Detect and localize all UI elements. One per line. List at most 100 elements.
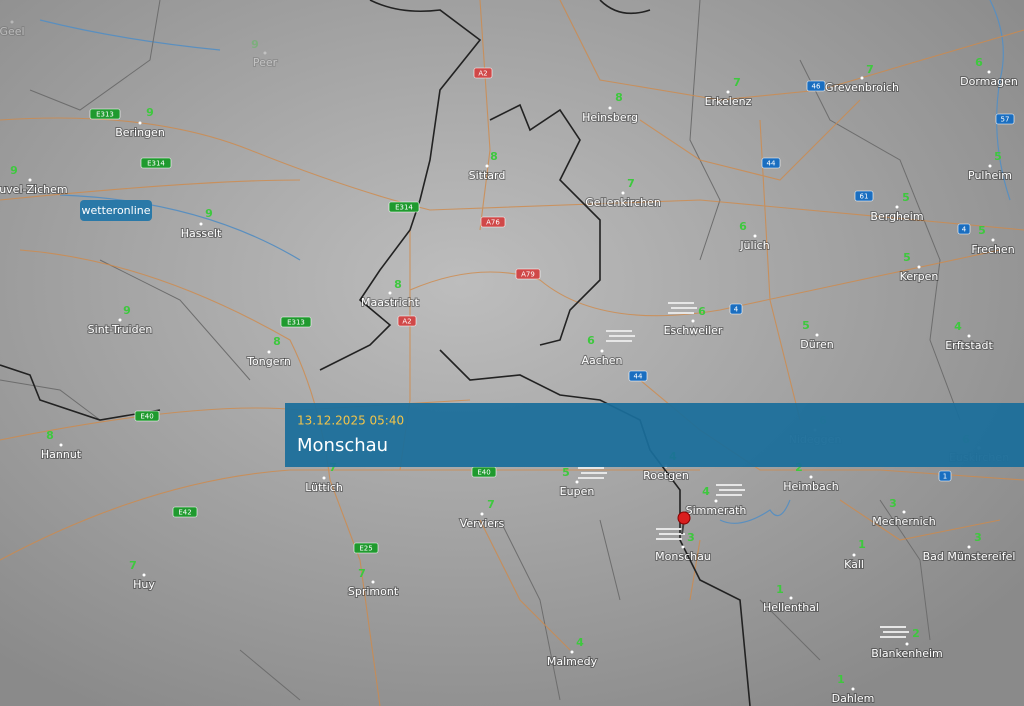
road-label: E40 — [140, 413, 153, 421]
road-badge — [854, 190, 874, 202]
place-dot — [485, 164, 489, 168]
fog-line — [656, 538, 682, 540]
road-label: 57 — [1001, 116, 1010, 124]
place-name: Dahlem — [832, 692, 875, 705]
place: Pulheim 5 — [967, 150, 1013, 183]
place-dot — [902, 510, 906, 514]
fog-line — [609, 335, 635, 337]
place-dot — [570, 650, 574, 654]
road-badge — [628, 370, 648, 382]
place: Hannut 8 — [40, 429, 83, 462]
place-name: Hannut — [41, 448, 82, 461]
fog-line — [719, 489, 745, 491]
place-name: Frechen — [971, 243, 1014, 256]
place: Beringen 9 — [114, 106, 166, 140]
place-value: 6 — [975, 56, 983, 69]
place: Mechernich 3 — [871, 497, 936, 529]
place-name: Sittard — [469, 169, 506, 182]
place: Sittard 8 — [468, 150, 507, 183]
fog-line — [606, 330, 632, 332]
place-name: Heimbach — [783, 480, 839, 493]
place-value: 8 — [273, 335, 281, 348]
place-dot — [608, 106, 612, 110]
road-badge — [134, 410, 160, 422]
place: Eschweiler 6 — [663, 305, 724, 338]
place-name: Beringen — [115, 126, 165, 139]
road-label: 44 — [767, 160, 776, 168]
place-name: Kerpen — [900, 270, 939, 283]
place-name: Düren — [800, 338, 833, 351]
place: Sint-Truiden 9 — [87, 304, 154, 337]
place: Monschau 3 — [654, 531, 712, 564]
place-name: Verviers — [460, 517, 505, 530]
place-value: 4 — [576, 636, 584, 649]
place-name: Monschau — [655, 550, 711, 563]
place-value: 8 — [615, 91, 623, 104]
place-name: Eupen — [560, 485, 595, 498]
banner-location: Monschau — [297, 435, 388, 456]
place-value: 2 — [912, 627, 920, 640]
road-badge — [938, 470, 952, 482]
banner-timestamp: 13.12.2025 05:40 — [297, 414, 404, 428]
place-name: euvel-Zichem — [0, 183, 68, 196]
place: Geel — [0, 20, 26, 39]
place-name: Sprimont — [348, 585, 399, 598]
location-pin — [677, 511, 691, 535]
place-name: Pulheim — [968, 169, 1012, 182]
place-dot — [967, 545, 971, 549]
place-value: 5 — [978, 224, 986, 237]
place: Bad Münstereifel 3 — [922, 531, 1017, 564]
place: Frechen 5 — [970, 224, 1015, 257]
place: Gellenkirchen 7 — [584, 177, 662, 210]
place-name: Gellenkirchen — [585, 196, 661, 209]
place-value: 7 — [487, 498, 495, 511]
place-dot — [753, 234, 757, 238]
road-label: E313 — [96, 111, 114, 119]
place-name: Lüttich — [305, 481, 343, 494]
place: Blankenheim 2 — [870, 627, 944, 661]
place-dot — [388, 291, 392, 295]
road-label: 4 — [734, 306, 739, 314]
place-dot — [28, 178, 32, 182]
road-labels: E313E314E314E313E40E40E42E25A2A76A79A246… — [89, 67, 1015, 554]
place: Dahlem 1 — [831, 673, 876, 706]
place-name: Kall — [844, 558, 864, 571]
road-badge — [729, 303, 743, 315]
place: Aachen 6 — [580, 334, 623, 368]
place-dot — [142, 573, 146, 577]
place-dot — [991, 238, 995, 242]
place-dot — [267, 350, 271, 354]
place-value: 1 — [858, 538, 866, 551]
place-name: Sint-Truiden — [88, 323, 153, 336]
place: Simmerath 4 — [685, 485, 748, 518]
weather-icons — [578, 302, 909, 638]
place: Heimbach 2 — [782, 461, 840, 494]
road-label: 44 — [634, 373, 643, 381]
place-value: 9 — [123, 304, 131, 317]
road-badge — [806, 80, 826, 92]
fog-line — [671, 307, 697, 309]
fog-line — [668, 302, 694, 304]
fog-line — [578, 467, 604, 469]
fog-line — [578, 477, 604, 479]
place-dot — [371, 580, 375, 584]
place: Grevenbroich 7 — [824, 63, 900, 95]
place-dot — [681, 545, 685, 549]
road-badge — [761, 157, 781, 169]
road-badge — [353, 542, 379, 554]
fog-line — [659, 533, 685, 535]
fog-line — [883, 631, 909, 633]
place-dot — [917, 265, 921, 269]
place-name: Erkelenz — [705, 95, 752, 108]
road-badge — [473, 67, 493, 79]
place-value: 5 — [994, 150, 1002, 163]
place-dot — [987, 70, 991, 74]
place: Huy 7 — [129, 559, 156, 592]
road-badge — [957, 223, 971, 235]
logo: wetteronline — [82, 204, 151, 217]
road-label: E313 — [287, 319, 305, 327]
road-label: 61 — [860, 193, 869, 201]
fog-line — [606, 340, 632, 342]
water — [39, 0, 1011, 524]
place-value: 5 — [562, 466, 570, 479]
